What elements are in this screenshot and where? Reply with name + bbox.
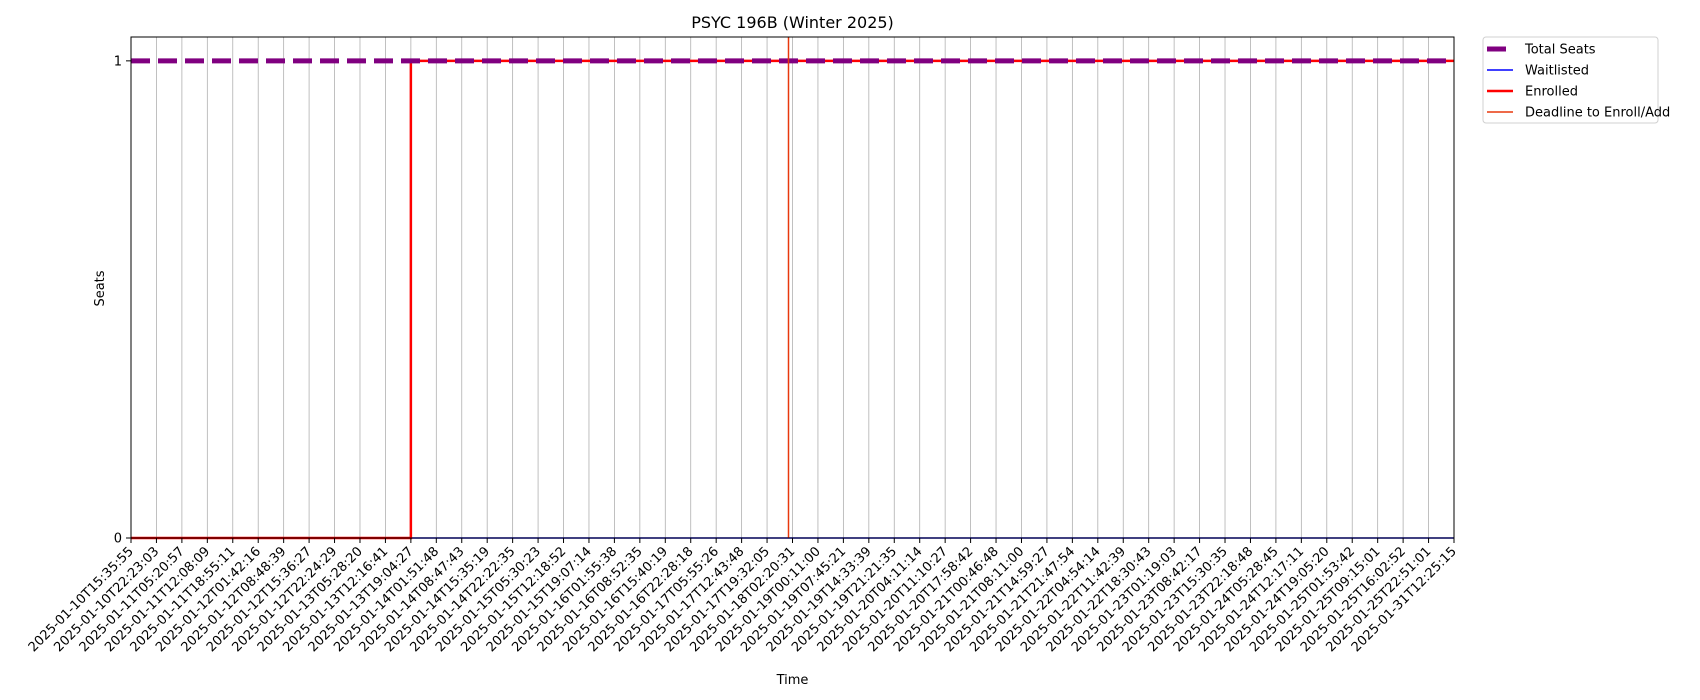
legend-frame xyxy=(1482,36,1659,124)
legend-label: Total Seats xyxy=(1524,43,1596,58)
axis-ticks: 2025-01-10T15:35:552025-01-10T22:23:0320… xyxy=(26,54,1460,655)
y-axis-label: Seats xyxy=(93,270,108,306)
legend-label: Waitlisted xyxy=(1525,64,1589,79)
chart-title: PSYC 196B (Winter 2025) xyxy=(691,13,894,32)
y-tick-label: 1 xyxy=(114,54,122,69)
legend-label: Enrolled xyxy=(1525,85,1578,100)
legend-label: Deadline to Enroll/Add xyxy=(1525,106,1670,121)
y-tick-label: 0 xyxy=(114,532,122,547)
grid-lines xyxy=(130,37,1455,538)
legend: Total Seats Waitlisted Enrolled Deadline to… xyxy=(1482,36,1670,124)
x-axis-label: Time xyxy=(776,673,809,688)
